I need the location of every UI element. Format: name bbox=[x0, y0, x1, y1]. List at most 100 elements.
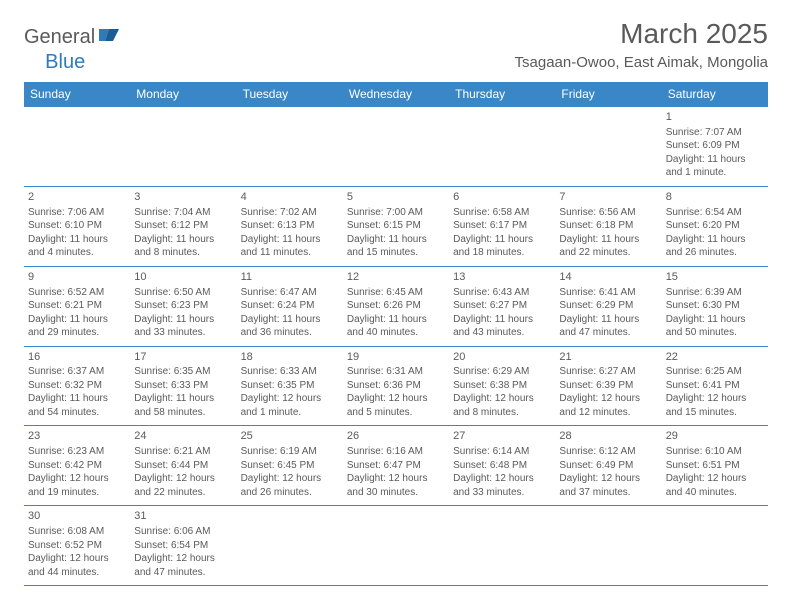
sunset-text: Sunset: 6:32 PM bbox=[28, 379, 126, 393]
calendar-day-cell: 21Sunrise: 6:27 AMSunset: 6:39 PMDayligh… bbox=[555, 346, 661, 426]
page-subtitle: Tsagaan-Owoo, East Aimak, Mongolia bbox=[515, 54, 768, 71]
sunset-text: Sunset: 6:38 PM bbox=[453, 379, 551, 393]
daylight-text: Daylight: 11 hours and 40 minutes. bbox=[347, 313, 445, 340]
title-block: March 2025 Tsagaan-Owoo, East Aimak, Mon… bbox=[515, 18, 768, 71]
sunset-text: Sunset: 6:21 PM bbox=[28, 299, 126, 313]
calendar-empty-cell bbox=[343, 107, 449, 187]
sunset-text: Sunset: 6:12 PM bbox=[134, 219, 232, 233]
calendar-day-cell: 3Sunrise: 7:04 AMSunset: 6:12 PMDaylight… bbox=[130, 186, 236, 266]
day-number: 10 bbox=[134, 270, 232, 285]
day-number: 11 bbox=[241, 270, 339, 285]
calendar-week-row: 1Sunrise: 7:07 AMSunset: 6:09 PMDaylight… bbox=[24, 107, 768, 187]
calendar-day-cell: 24Sunrise: 6:21 AMSunset: 6:44 PMDayligh… bbox=[130, 426, 236, 506]
sunrise-text: Sunrise: 7:07 AM bbox=[666, 126, 764, 140]
day-number: 29 bbox=[666, 429, 764, 444]
calendar-day-cell: 9Sunrise: 6:52 AMSunset: 6:21 PMDaylight… bbox=[24, 266, 130, 346]
sunrise-text: Sunrise: 6:52 AM bbox=[28, 286, 126, 300]
daylight-text: Daylight: 11 hours and 22 minutes. bbox=[559, 233, 657, 260]
daylight-text: Daylight: 11 hours and 33 minutes. bbox=[134, 313, 232, 340]
daylight-text: Daylight: 11 hours and 29 minutes. bbox=[28, 313, 126, 340]
day-number: 30 bbox=[28, 509, 126, 524]
sunrise-text: Sunrise: 6:21 AM bbox=[134, 445, 232, 459]
calendar-day-cell: 4Sunrise: 7:02 AMSunset: 6:13 PMDaylight… bbox=[237, 186, 343, 266]
daylight-text: Daylight: 12 hours and 26 minutes. bbox=[241, 472, 339, 499]
sunrise-text: Sunrise: 7:06 AM bbox=[28, 206, 126, 220]
sunset-text: Sunset: 6:13 PM bbox=[241, 219, 339, 233]
sunrise-text: Sunrise: 6:29 AM bbox=[453, 365, 551, 379]
day-number: 13 bbox=[453, 270, 551, 285]
day-number: 24 bbox=[134, 429, 232, 444]
sunset-text: Sunset: 6:17 PM bbox=[453, 219, 551, 233]
calendar-empty-cell bbox=[237, 107, 343, 187]
sunrise-text: Sunrise: 6:23 AM bbox=[28, 445, 126, 459]
sunset-text: Sunset: 6:54 PM bbox=[134, 539, 232, 553]
daylight-text: Daylight: 11 hours and 4 minutes. bbox=[28, 233, 126, 260]
sunrise-text: Sunrise: 6:39 AM bbox=[666, 286, 764, 300]
sunrise-text: Sunrise: 6:43 AM bbox=[453, 286, 551, 300]
logo-text-blue: Blue bbox=[45, 51, 85, 74]
sunset-text: Sunset: 6:39 PM bbox=[559, 379, 657, 393]
sunset-text: Sunset: 6:52 PM bbox=[28, 539, 126, 553]
daylight-text: Daylight: 12 hours and 15 minutes. bbox=[666, 392, 764, 419]
calendar-day-cell: 16Sunrise: 6:37 AMSunset: 6:32 PMDayligh… bbox=[24, 346, 130, 426]
sunrise-text: Sunrise: 6:50 AM bbox=[134, 286, 232, 300]
calendar-day-cell: 15Sunrise: 6:39 AMSunset: 6:30 PMDayligh… bbox=[662, 266, 768, 346]
calendar-day-cell: 5Sunrise: 7:00 AMSunset: 6:15 PMDaylight… bbox=[343, 186, 449, 266]
daylight-text: Daylight: 11 hours and 11 minutes. bbox=[241, 233, 339, 260]
calendar-day-cell: 10Sunrise: 6:50 AMSunset: 6:23 PMDayligh… bbox=[130, 266, 236, 346]
calendar-day-cell: 18Sunrise: 6:33 AMSunset: 6:35 PMDayligh… bbox=[237, 346, 343, 426]
day-number: 18 bbox=[241, 350, 339, 365]
calendar-day-cell: 8Sunrise: 6:54 AMSunset: 6:20 PMDaylight… bbox=[662, 186, 768, 266]
calendar-day-cell: 31Sunrise: 6:06 AMSunset: 6:54 PMDayligh… bbox=[130, 506, 236, 586]
sunrise-text: Sunrise: 6:45 AM bbox=[347, 286, 445, 300]
calendar-empty-cell bbox=[662, 506, 768, 586]
column-header: Monday bbox=[130, 82, 236, 107]
calendar-day-cell: 2Sunrise: 7:06 AMSunset: 6:10 PMDaylight… bbox=[24, 186, 130, 266]
calendar-week-row: 9Sunrise: 6:52 AMSunset: 6:21 PMDaylight… bbox=[24, 266, 768, 346]
daylight-text: Daylight: 11 hours and 18 minutes. bbox=[453, 233, 551, 260]
daylight-text: Daylight: 12 hours and 19 minutes. bbox=[28, 472, 126, 499]
calendar-day-cell: 6Sunrise: 6:58 AMSunset: 6:17 PMDaylight… bbox=[449, 186, 555, 266]
sunset-text: Sunset: 6:51 PM bbox=[666, 459, 764, 473]
sunset-text: Sunset: 6:15 PM bbox=[347, 219, 445, 233]
day-number: 28 bbox=[559, 429, 657, 444]
daylight-text: Daylight: 12 hours and 47 minutes. bbox=[134, 552, 232, 579]
calendar-week-row: 30Sunrise: 6:08 AMSunset: 6:52 PMDayligh… bbox=[24, 506, 768, 586]
sunset-text: Sunset: 6:23 PM bbox=[134, 299, 232, 313]
day-number: 16 bbox=[28, 350, 126, 365]
calendar-day-cell: 20Sunrise: 6:29 AMSunset: 6:38 PMDayligh… bbox=[449, 346, 555, 426]
calendar-table: SundayMondayTuesdayWednesdayThursdayFrid… bbox=[24, 82, 768, 586]
sunset-text: Sunset: 6:30 PM bbox=[666, 299, 764, 313]
sunrise-text: Sunrise: 6:27 AM bbox=[559, 365, 657, 379]
daylight-text: Daylight: 12 hours and 40 minutes. bbox=[666, 472, 764, 499]
sunset-text: Sunset: 6:44 PM bbox=[134, 459, 232, 473]
day-number: 2 bbox=[28, 190, 126, 205]
calendar-empty-cell bbox=[24, 107, 130, 187]
column-header: Friday bbox=[555, 82, 661, 107]
sunset-text: Sunset: 6:09 PM bbox=[666, 139, 764, 153]
calendar-day-cell: 11Sunrise: 6:47 AMSunset: 6:24 PMDayligh… bbox=[237, 266, 343, 346]
sunrise-text: Sunrise: 6:58 AM bbox=[453, 206, 551, 220]
sunset-text: Sunset: 6:33 PM bbox=[134, 379, 232, 393]
calendar-empty-cell bbox=[555, 506, 661, 586]
sunrise-text: Sunrise: 6:47 AM bbox=[241, 286, 339, 300]
sunset-text: Sunset: 6:24 PM bbox=[241, 299, 339, 313]
sunset-text: Sunset: 6:35 PM bbox=[241, 379, 339, 393]
day-number: 23 bbox=[28, 429, 126, 444]
daylight-text: Daylight: 11 hours and 1 minute. bbox=[666, 153, 764, 180]
daylight-text: Daylight: 12 hours and 22 minutes. bbox=[134, 472, 232, 499]
daylight-text: Daylight: 12 hours and 37 minutes. bbox=[559, 472, 657, 499]
sunset-text: Sunset: 6:48 PM bbox=[453, 459, 551, 473]
daylight-text: Daylight: 11 hours and 50 minutes. bbox=[666, 313, 764, 340]
day-number: 15 bbox=[666, 270, 764, 285]
sunrise-text: Sunrise: 6:06 AM bbox=[134, 525, 232, 539]
day-number: 31 bbox=[134, 509, 232, 524]
daylight-text: Daylight: 11 hours and 43 minutes. bbox=[453, 313, 551, 340]
sunset-text: Sunset: 6:49 PM bbox=[559, 459, 657, 473]
day-number: 4 bbox=[241, 190, 339, 205]
calendar-day-cell: 26Sunrise: 6:16 AMSunset: 6:47 PMDayligh… bbox=[343, 426, 449, 506]
day-number: 21 bbox=[559, 350, 657, 365]
sunrise-text: Sunrise: 6:10 AM bbox=[666, 445, 764, 459]
daylight-text: Daylight: 11 hours and 26 minutes. bbox=[666, 233, 764, 260]
sunrise-text: Sunrise: 6:19 AM bbox=[241, 445, 339, 459]
